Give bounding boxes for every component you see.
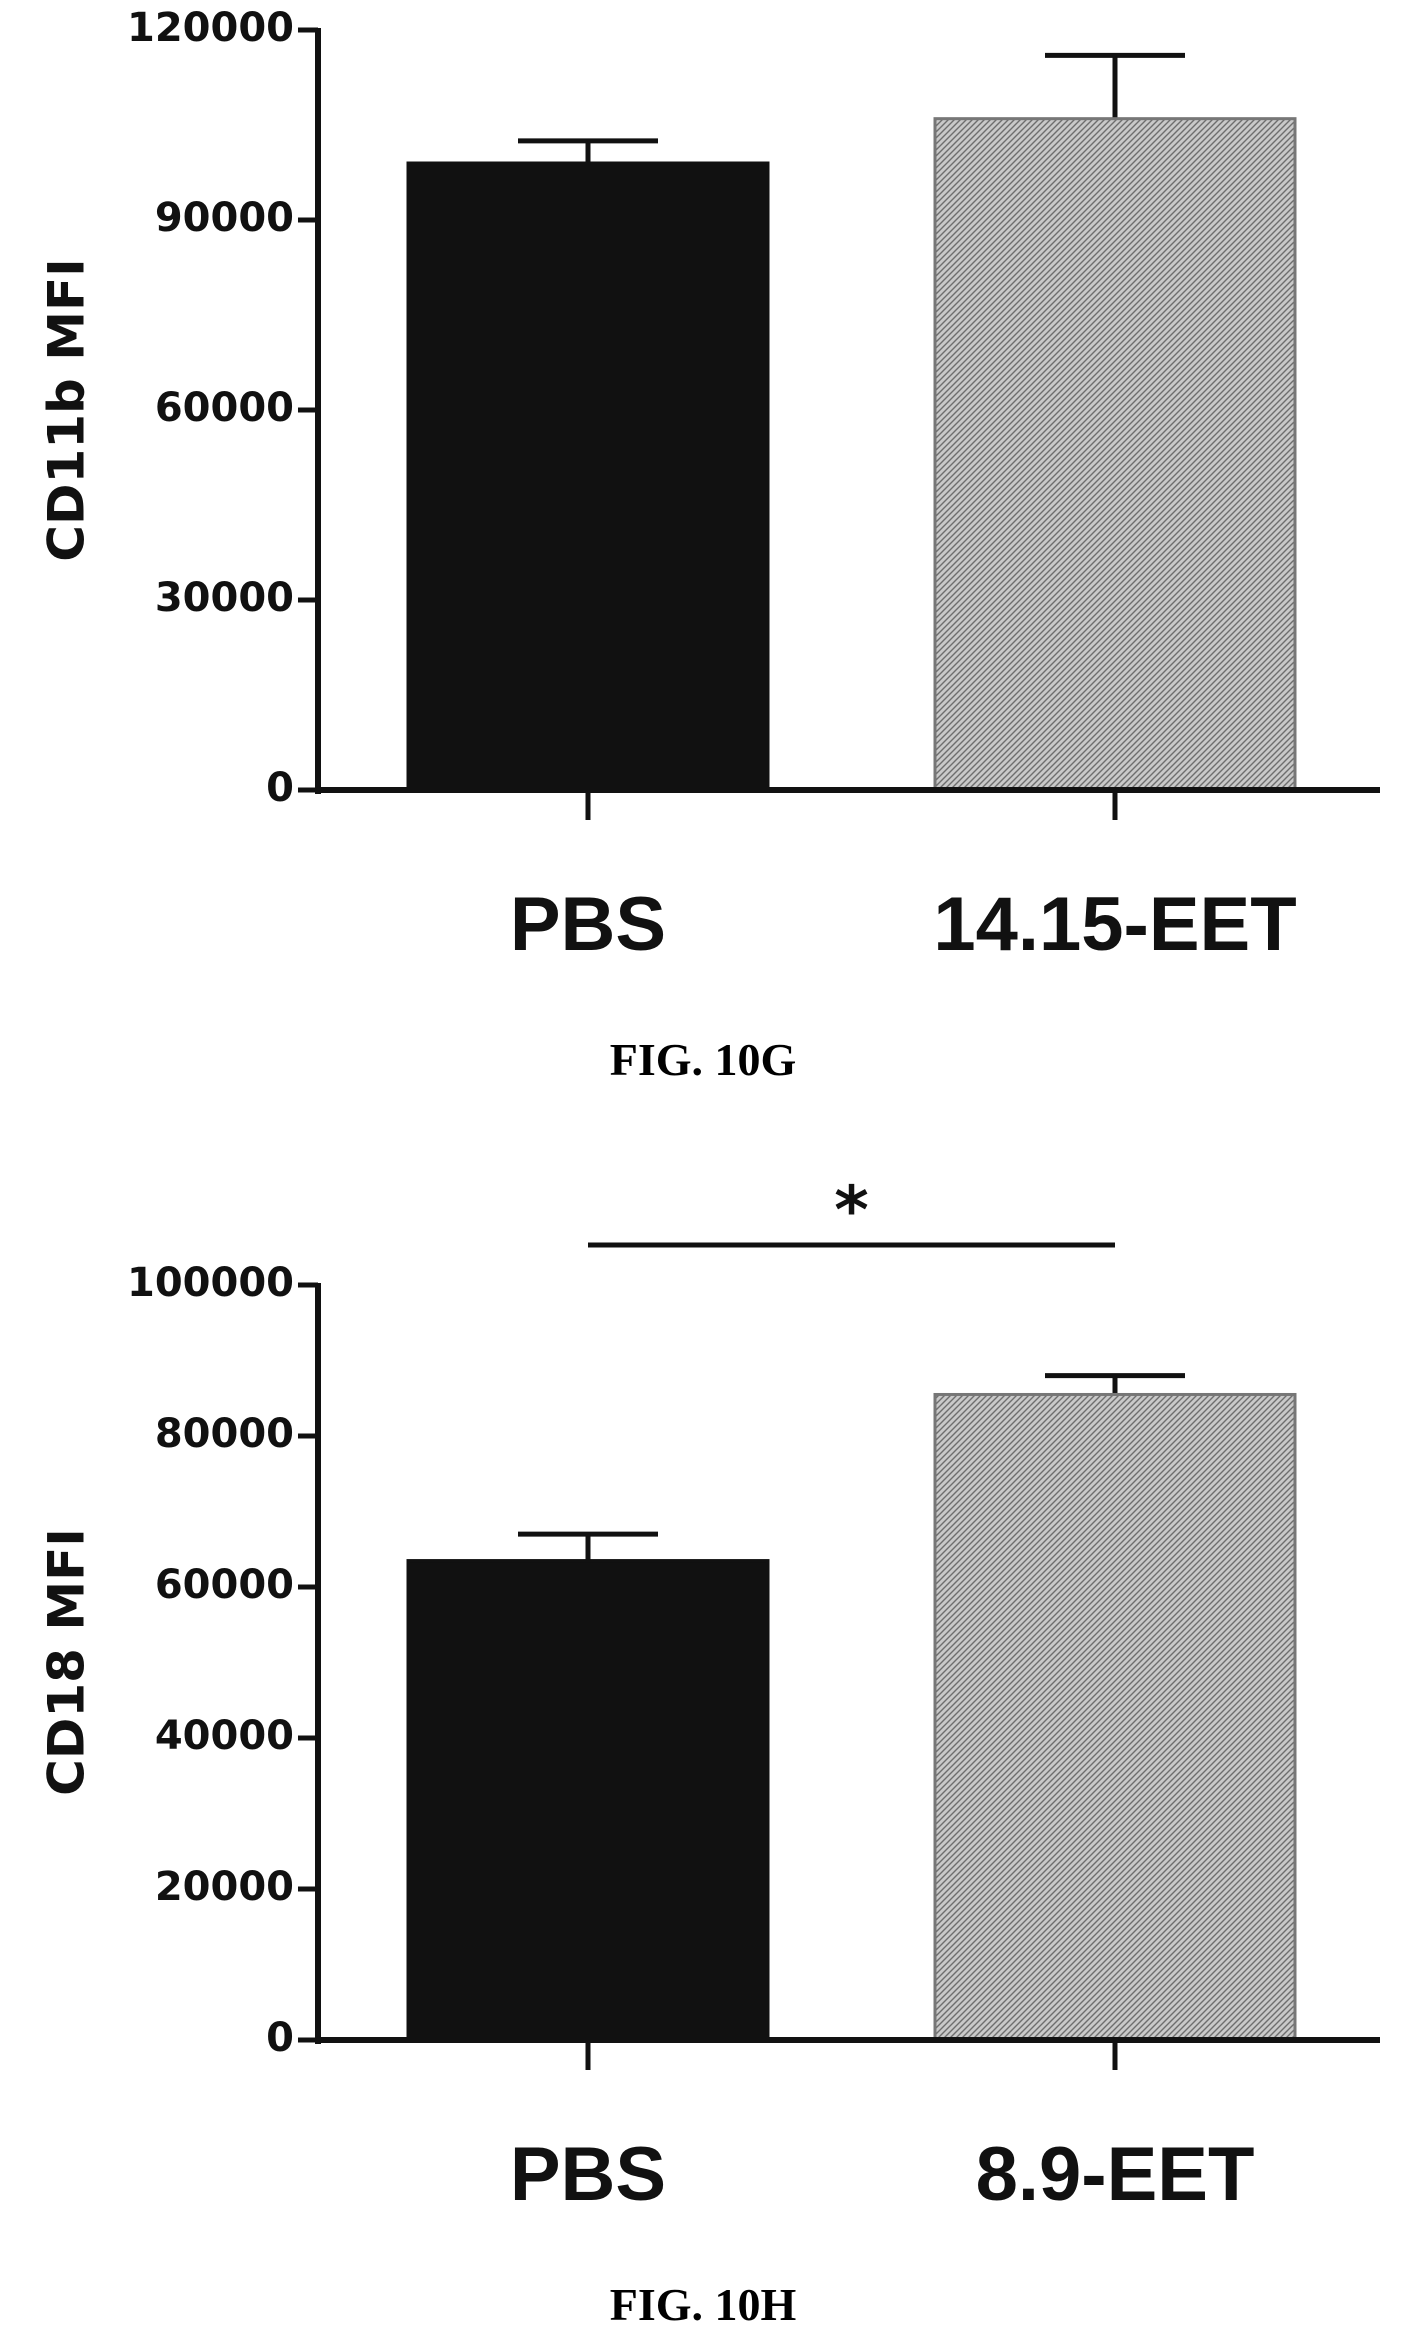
figure-caption: FIG. 10H xyxy=(610,2279,797,2330)
y-tick-label: 90000 xyxy=(155,195,294,241)
y-tick-label: 100000 xyxy=(127,1260,294,1306)
y-tick-label: 80000 xyxy=(155,1411,294,1457)
y-tick-label: 60000 xyxy=(155,1562,294,1608)
y-axis-label: CD18 MFI xyxy=(38,1528,96,1796)
category-label: PBS xyxy=(510,882,666,967)
bar-1 xyxy=(935,119,1295,790)
significance-star: * xyxy=(834,1172,869,1249)
y-tick-label: 120000 xyxy=(127,5,294,51)
bar-0 xyxy=(408,163,768,790)
category-label: PBS xyxy=(510,2132,666,2217)
bar-1 xyxy=(935,1394,1295,2040)
y-tick-label: 40000 xyxy=(155,1713,294,1759)
y-tick-label: 0 xyxy=(266,2015,294,2061)
y-tick-label: 30000 xyxy=(155,575,294,621)
y-tick-label: 0 xyxy=(266,765,294,811)
y-axis-label: CD11b MFI xyxy=(38,258,96,562)
y-tick-label: 60000 xyxy=(155,385,294,431)
chart-cd18: CD18 MFI 0 20000 40000 60000 80000 100000 PBS 8.… xyxy=(38,1172,1381,2330)
category-label: 14.15-EET xyxy=(933,882,1296,967)
y-tick-label: 20000 xyxy=(155,1864,294,1910)
bar-0 xyxy=(408,1561,768,2040)
category-label: 8.9-EET xyxy=(976,2132,1255,2217)
figure-caption: FIG. 10G xyxy=(610,1034,797,1085)
chart-cd11b: CD11b MFI 0 30000 60000 90000 120000 PBS 14.15-… xyxy=(38,5,1381,1085)
